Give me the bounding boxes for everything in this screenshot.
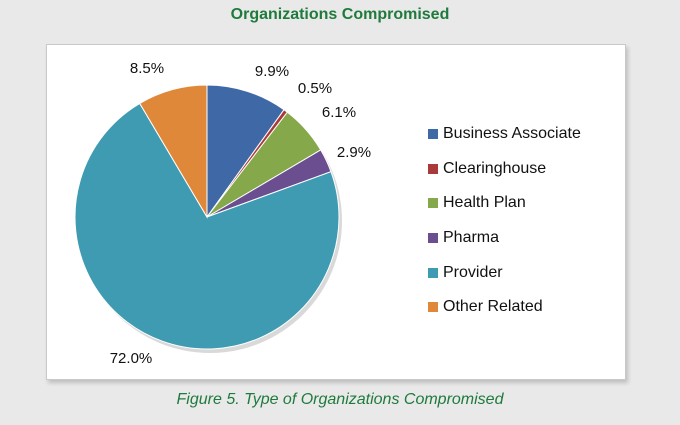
legend-swatch-other-related bbox=[428, 302, 438, 313]
legend-label-pharma: Pharma bbox=[443, 229, 500, 247]
pie-label-provider: 72.0% bbox=[110, 350, 153, 367]
legend-swatch-pharma bbox=[428, 233, 438, 244]
legend-swatch-health-plan bbox=[428, 198, 438, 209]
chart-title: Organizations Compromised bbox=[230, 6, 450, 23]
pie-label-health-plan: 6.1% bbox=[322, 104, 356, 121]
pie-label-business-associate: 9.9% bbox=[255, 63, 289, 80]
legend-item-other-related: Other Related bbox=[428, 290, 581, 325]
legend-item-health-plan: Health Plan bbox=[428, 186, 581, 221]
pie-slice-business-associate bbox=[206, 84, 285, 219]
legend-label-clearinghouse: Clearinghouse bbox=[443, 159, 547, 177]
legend: Business Associate Clearinghouse Health Pl… bbox=[428, 117, 581, 325]
pie-slice-provider bbox=[74, 102, 340, 350]
legend-label-other-related: Other Related bbox=[443, 298, 543, 316]
legend-label-health-plan: Health Plan bbox=[443, 194, 526, 212]
pie-label-other-related: 8.5% bbox=[130, 60, 164, 77]
chart-panel: 9.9% 0.5% 6.1% 2.9% 72.0% 8.5% Business Assoc… bbox=[46, 44, 626, 380]
legend-item-provider: Provider bbox=[428, 255, 581, 290]
legend-swatch-clearinghouse bbox=[428, 163, 438, 174]
legend-item-pharma: Pharma bbox=[428, 221, 581, 256]
legend-swatch-provider bbox=[428, 267, 438, 278]
pie-slice-other-related bbox=[139, 84, 208, 219]
pie-label-pharma: 2.9% bbox=[337, 144, 371, 161]
legend-label-provider: Provider bbox=[443, 263, 503, 281]
legend-item-business-associate: Business Associate bbox=[428, 117, 581, 152]
legend-item-clearinghouse: Clearinghouse bbox=[428, 152, 581, 187]
figure-caption: Figure 5. Type of Organizations Compromi… bbox=[176, 391, 504, 408]
legend-swatch-business-associate bbox=[428, 129, 438, 140]
pie-label-clearinghouse: 0.5% bbox=[298, 80, 332, 97]
pie-chart: 9.9% 0.5% 6.1% 2.9% 72.0% 8.5% bbox=[74, 60, 371, 367]
legend-label-business-associate: Business Associate bbox=[443, 125, 581, 143]
